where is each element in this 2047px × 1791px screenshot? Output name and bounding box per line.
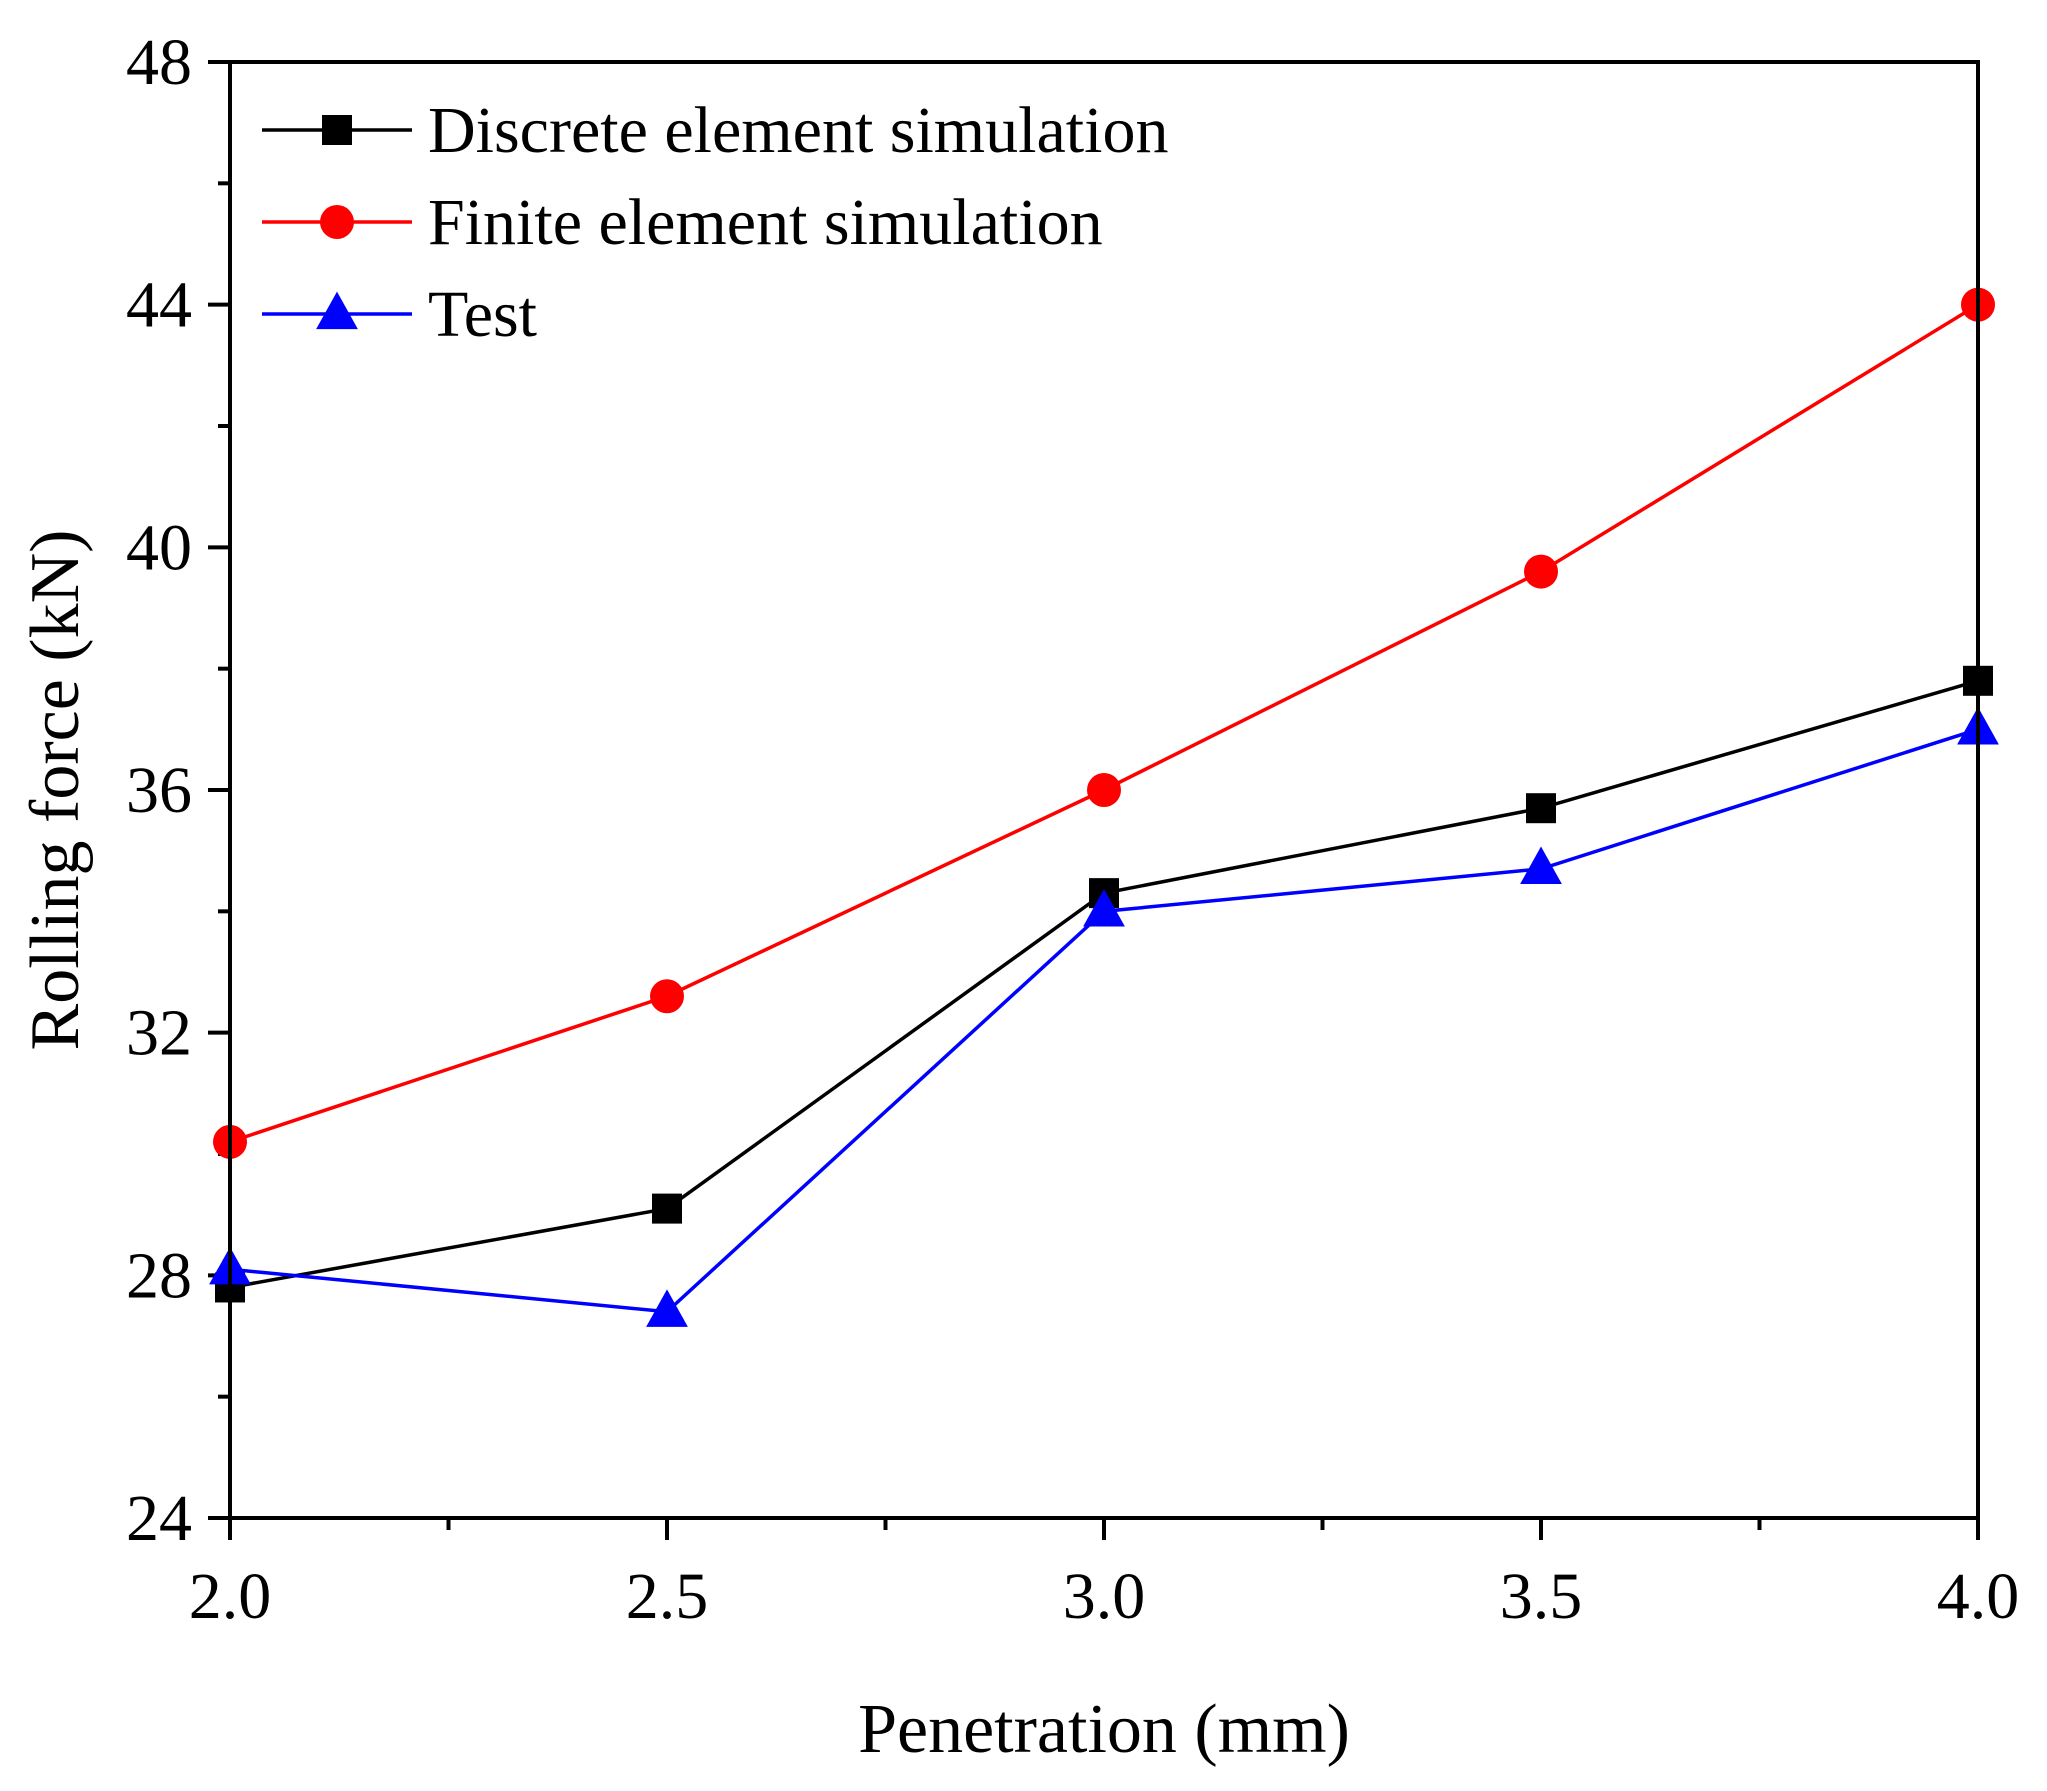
plot-frame — [228, 60, 1980, 1520]
series-layer — [209, 287, 1999, 1327]
y-tick-label: 24 — [126, 1482, 192, 1555]
series-1 — [215, 665, 1993, 1303]
legend: Discrete element simulation Finite elemen… — [262, 94, 1168, 351]
y-tick-label: 32 — [126, 997, 192, 1070]
legend-item: Discrete element simulation — [262, 94, 1168, 167]
data-point — [650, 979, 684, 1014]
series-line — [229, 303, 1979, 1144]
series-2 — [213, 287, 1995, 1159]
legend-item: Test — [262, 278, 537, 351]
x-tick-label: 3.5 — [1500, 1560, 1583, 1633]
x-axis-title: Penetration (mm) — [858, 1691, 1350, 1768]
data-point — [652, 1193, 682, 1224]
y-tick-label: 36 — [126, 754, 192, 827]
x-tick-label: 2.5 — [626, 1560, 709, 1633]
series-line — [229, 679, 1979, 1290]
y-tick-label: 40 — [126, 511, 192, 584]
data-point — [1520, 846, 1562, 884]
tick-labels: 2.0 2.5 3.0 3.5 4.0 24 28 32 36 40 44 48 — [126, 26, 2019, 1633]
legend-marker — [322, 115, 352, 145]
y-tick-label: 48 — [126, 26, 192, 99]
legend-label: Test — [428, 278, 537, 351]
y-axis-title: Rolling force (kN) — [17, 530, 94, 1051]
data-point — [646, 1289, 688, 1327]
x-tick-label: 3.0 — [1063, 1560, 1146, 1633]
data-point — [1524, 554, 1558, 589]
legend-label: Discrete element simulation — [428, 94, 1168, 167]
data-point — [1083, 889, 1125, 927]
legend-label: Finite element simulation — [428, 186, 1103, 259]
x-tick-label: 2.0 — [189, 1560, 272, 1633]
y-tick-label: 28 — [126, 1239, 192, 1312]
series-line — [229, 727, 1979, 1314]
legend-item: Finite element simulation — [262, 186, 1103, 259]
y-tick-label: 44 — [126, 269, 192, 342]
legend-marker — [320, 205, 354, 239]
data-point — [1526, 793, 1556, 824]
x-tick-label: 4.0 — [1937, 1560, 2020, 1633]
data-point — [1087, 773, 1121, 807]
legend-marker — [316, 291, 358, 330]
